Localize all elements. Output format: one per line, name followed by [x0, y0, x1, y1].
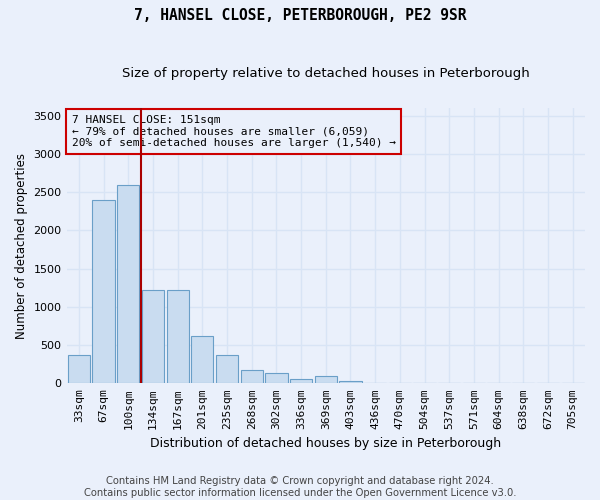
Text: Contains HM Land Registry data © Crown copyright and database right 2024.
Contai: Contains HM Land Registry data © Crown c… [84, 476, 516, 498]
Bar [191, 336, 214, 384]
Y-axis label: Number of detached properties: Number of detached properties [15, 152, 28, 338]
Bar [290, 378, 312, 384]
Bar [167, 290, 189, 384]
Bar [117, 184, 139, 384]
Text: 7 HANSEL CLOSE: 151sqm
← 79% of detached houses are smaller (6,059)
20% of semi-: 7 HANSEL CLOSE: 151sqm ← 79% of detached… [72, 115, 396, 148]
X-axis label: Distribution of detached houses by size in Peterborough: Distribution of detached houses by size … [150, 437, 502, 450]
Bar [68, 355, 90, 384]
Bar [340, 381, 362, 384]
Bar [241, 370, 263, 384]
Bar [216, 355, 238, 384]
Text: 7, HANSEL CLOSE, PETERBOROUGH, PE2 9SR: 7, HANSEL CLOSE, PETERBOROUGH, PE2 9SR [134, 8, 466, 22]
Title: Size of property relative to detached houses in Peterborough: Size of property relative to detached ho… [122, 68, 530, 80]
Bar [265, 374, 287, 384]
Bar [314, 376, 337, 384]
Bar [142, 290, 164, 384]
Bar [92, 200, 115, 384]
